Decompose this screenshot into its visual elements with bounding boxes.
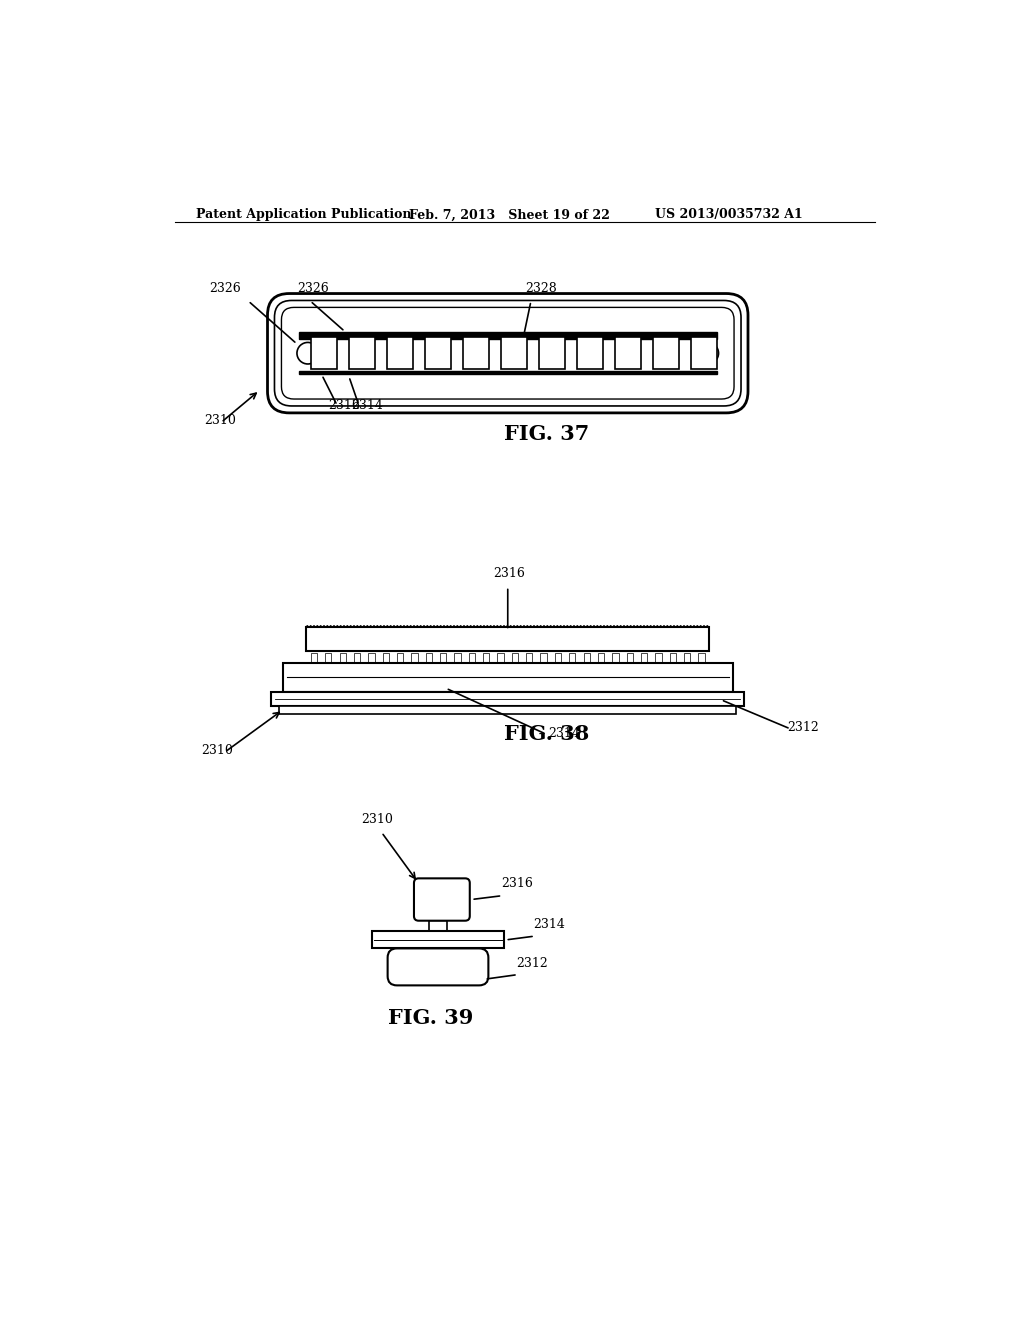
Text: 2316: 2316	[328, 399, 359, 412]
Bar	[455, 653, 461, 663]
Bar	[412, 653, 418, 663]
FancyBboxPatch shape	[388, 949, 488, 985]
FancyBboxPatch shape	[267, 293, 748, 413]
Text: FIG. 39: FIG. 39	[387, 1007, 473, 1028]
Text: 2326: 2326	[297, 281, 329, 294]
Bar	[354, 653, 360, 663]
Text: 2316: 2316	[494, 568, 525, 581]
Bar	[425, 337, 451, 370]
Bar	[627, 653, 633, 663]
Text: FIG. 38: FIG. 38	[504, 725, 589, 744]
Bar	[584, 653, 590, 663]
Bar	[271, 692, 744, 706]
Text: US 2013/0035732 A1: US 2013/0035732 A1	[655, 209, 803, 222]
Bar	[670, 653, 676, 663]
Bar	[306, 627, 710, 651]
Bar	[615, 337, 641, 370]
Bar	[349, 337, 375, 370]
Text: 2310: 2310	[202, 743, 233, 756]
Bar	[299, 371, 717, 375]
Bar	[387, 337, 413, 370]
Bar	[684, 653, 690, 663]
Bar	[569, 653, 575, 663]
Bar	[655, 653, 662, 663]
Bar	[463, 337, 488, 370]
Bar	[469, 653, 475, 663]
Bar	[440, 653, 446, 663]
Bar	[641, 653, 647, 663]
Bar	[691, 337, 717, 370]
Bar	[311, 337, 337, 370]
Bar	[283, 663, 732, 692]
Bar	[555, 653, 561, 663]
Bar	[578, 337, 603, 370]
Bar	[653, 337, 679, 370]
Bar	[598, 653, 604, 663]
Bar	[498, 653, 504, 663]
Bar	[383, 653, 389, 663]
Bar	[483, 653, 489, 663]
Bar	[698, 653, 705, 663]
Bar	[512, 653, 518, 663]
Bar	[612, 653, 618, 663]
Text: 2316: 2316	[501, 878, 532, 890]
Bar	[372, 932, 504, 949]
Text: Feb. 7, 2013   Sheet 19 of 22: Feb. 7, 2013 Sheet 19 of 22	[409, 209, 609, 222]
Bar	[340, 653, 346, 663]
Bar	[326, 653, 332, 663]
Text: FIG. 37: FIG. 37	[504, 424, 589, 444]
Bar	[397, 653, 403, 663]
Text: 2310: 2310	[361, 813, 393, 826]
Text: 2314: 2314	[548, 727, 580, 739]
Bar	[311, 653, 317, 663]
Text: 2328: 2328	[524, 281, 557, 294]
Text: 2312: 2312	[787, 721, 819, 734]
Text: 2314: 2314	[351, 399, 383, 412]
Bar	[541, 653, 547, 663]
Bar	[369, 653, 375, 663]
Text: 2314: 2314	[534, 917, 565, 931]
Bar	[501, 337, 526, 370]
Bar	[429, 921, 446, 932]
Text: 2326: 2326	[209, 282, 241, 296]
Bar	[526, 653, 532, 663]
Text: Patent Application Publication: Patent Application Publication	[197, 209, 412, 222]
Bar	[299, 331, 717, 339]
Bar	[280, 706, 736, 714]
Bar	[540, 337, 565, 370]
FancyBboxPatch shape	[414, 878, 470, 921]
Text: 2310: 2310	[204, 414, 236, 428]
Text: 2312: 2312	[516, 957, 548, 970]
Bar	[426, 653, 432, 663]
